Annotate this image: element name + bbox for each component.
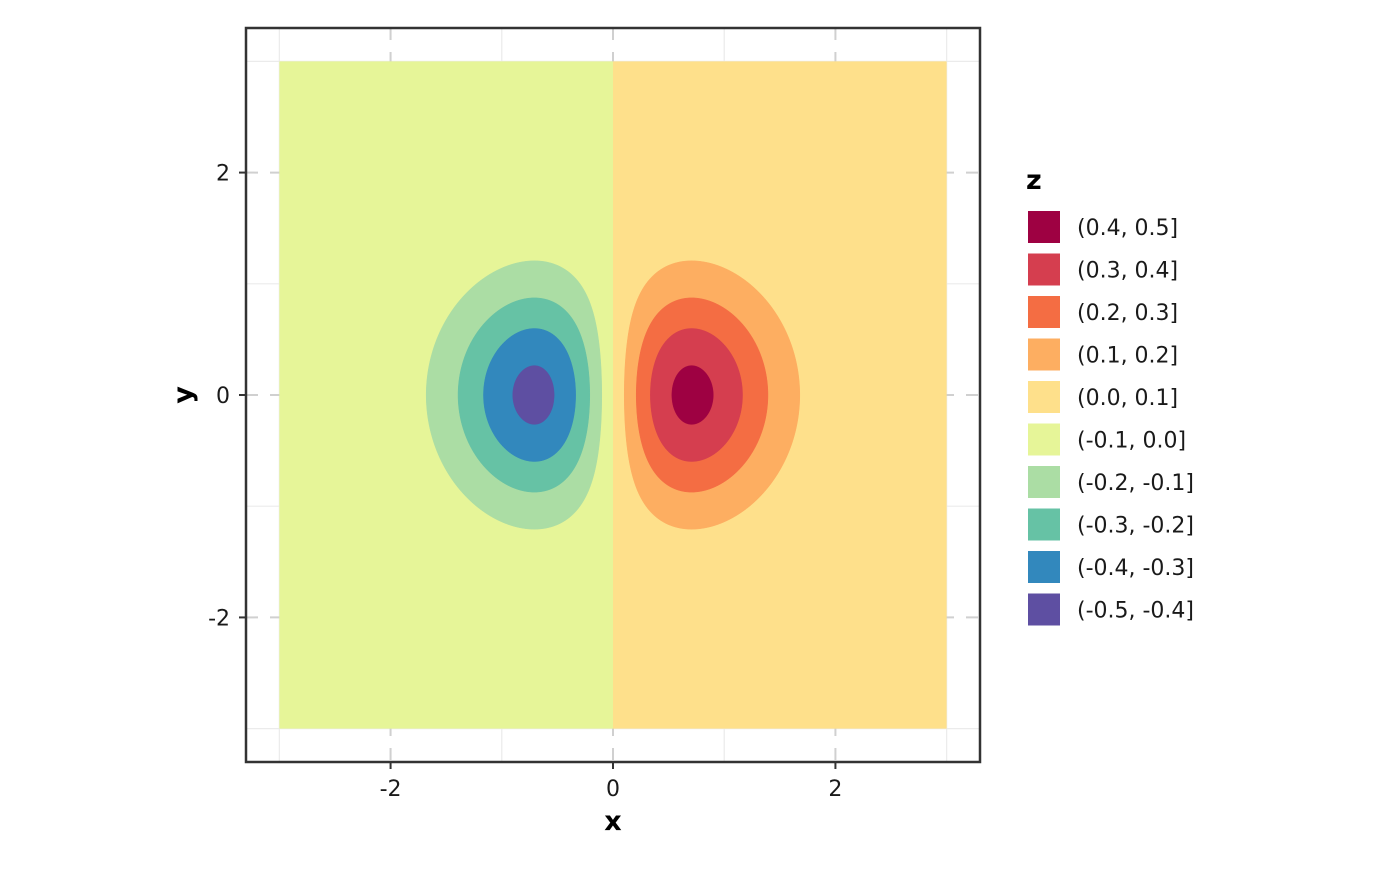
contour-bands — [279, 61, 947, 729]
legend-key — [1028, 551, 1060, 583]
band-neg-0.4 — [512, 365, 555, 425]
band-pos-0.4 — [671, 365, 714, 425]
legend-title: z — [1026, 165, 1042, 196]
x-tick-label: 0 — [606, 777, 620, 802]
y-tick-label: 0 — [216, 384, 230, 409]
legend-label: (0.3, 0.4] — [1077, 259, 1178, 284]
legend-key — [1028, 211, 1060, 243]
legend-key — [1028, 423, 1060, 456]
legend-key — [1028, 381, 1060, 413]
legend-key — [1028, 338, 1060, 371]
legend-label: (-0.2, -0.1] — [1077, 471, 1194, 496]
legend-key — [1028, 593, 1060, 626]
legend-label: (0.4, 0.5] — [1077, 216, 1178, 241]
legend-label: (-0.3, -0.2] — [1077, 514, 1194, 539]
y-tick-label: -2 — [208, 606, 230, 631]
legend-label: (-0.1, 0.0] — [1077, 429, 1186, 454]
x-axis-ticks: -2 0 2 — [380, 762, 842, 802]
legend-key — [1028, 466, 1060, 498]
y-tick-label: 2 — [216, 162, 230, 187]
legend-label: (0.1, 0.2] — [1077, 344, 1178, 369]
x-axis-title: x — [604, 806, 621, 837]
legend-label: (-0.4, -0.3] — [1077, 556, 1194, 581]
y-axis-title: y — [168, 386, 199, 404]
legend-entries: (0.4, 0.5] (0.3, 0.4] (0.2, 0.3] (0.1, 0.2]… — [1028, 211, 1194, 626]
legend-key — [1028, 508, 1060, 541]
legend-label: (0.0, 0.1] — [1077, 386, 1178, 411]
legend-label: (-0.5, -0.4] — [1077, 599, 1194, 624]
x-tick-label: 2 — [828, 777, 842, 802]
x-tick-label: -2 — [380, 777, 402, 802]
legend: z (0.4, 0.5] (0.3, 0.4] (0.2, 0.3] (0.1, 0.… — [1026, 165, 1194, 626]
legend-key — [1028, 253, 1060, 286]
legend-label: (0.2, 0.3] — [1077, 301, 1178, 326]
y-axis-ticks: -2 0 2 — [208, 162, 246, 631]
legend-key — [1028, 296, 1060, 328]
